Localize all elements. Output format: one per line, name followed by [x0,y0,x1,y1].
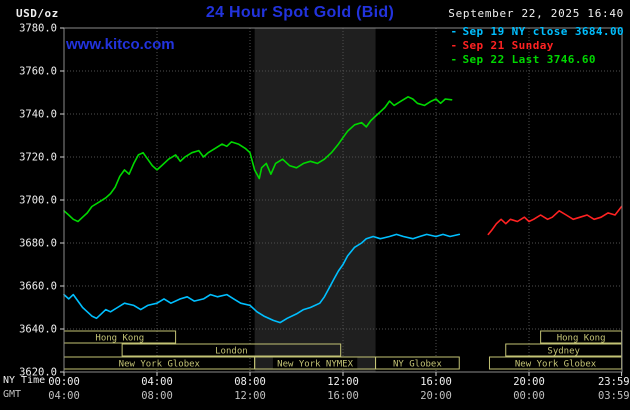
x-gmt-tick-label: 00:00 [513,390,545,402]
x-ny-tick-label: 04:00 [141,376,173,388]
session-label-backing [510,357,601,369]
series-line-sep-21-sunday [487,205,623,236]
series-line-sep-19-ny-close [63,233,461,324]
session-label-backing [552,331,610,343]
ny-time-axis-label: NY Time [3,375,46,386]
x-gmt-tick-label: 04:00 [48,390,80,402]
session-label: London [215,347,248,357]
session-label: Hong Kong [95,334,144,344]
legend-dash-marker: - [450,39,458,52]
x-ny-tick-label: 20:00 [513,376,545,388]
session-label-backing [91,331,148,343]
x-ny-tick-label: 23:59 [598,376,630,388]
legend-item: - Sep 19 NY close 3684.00 [450,25,624,39]
y-tick-label: 3660.0 [19,281,57,293]
x-ny-tick-label: 00:00 [48,376,80,388]
y-tick-label: 3640.0 [19,324,57,336]
y-tick-label: 3620.0 [19,367,57,379]
x-gmt-tick-label: 03:59 [598,390,630,402]
gmt-axis-label: GMT [3,389,22,400]
session-label: Hong Kong [557,334,606,344]
legend-item: - Sep 22 Last 3746.60 [450,53,624,67]
session-label: Sydney [547,347,580,357]
chart-title: 24 Hour Spot Gold (Bid) [205,4,395,21]
session-label: New York Globex [515,360,597,370]
legend: - Sep 19 NY close 3684.00- Sep 21 Sunday - S… [450,25,624,67]
session-label-backing [389,357,446,369]
session-label-backing [114,357,205,369]
x-gmt-tick-label: 16:00 [327,390,359,402]
session-label: New York NYMEX [277,360,353,370]
series-line-sep-22-last [63,96,453,223]
session-box [375,356,460,370]
session-label-backing [272,357,358,369]
datetime-label: September 22, 2025 16:40 [448,7,624,20]
x-gmt-tick-label: 12:00 [234,390,266,402]
y-tick-label: 3760.0 [19,66,57,78]
x-ny-tick-label: 16:00 [420,376,452,388]
session-label: NY Globex [393,360,442,370]
session-label-backing [211,344,252,356]
legend-dash-marker: - [450,25,458,38]
legend-dash-marker: - [450,53,458,66]
legend-label: Sep 19 NY close 3684.00 [462,25,624,38]
y-tick-label: 3720.0 [19,152,57,164]
session-box [121,343,342,357]
x-ny-tick-label: 12:00 [327,376,359,388]
session-label-backing [543,344,584,356]
x-ny-tick-label: 08:00 [234,376,266,388]
x-gmt-tick-label: 20:00 [420,390,452,402]
kitco-watermark-link[interactable]: www.kitco.com [66,36,175,53]
legend-item: - Sep 21 Sunday [450,39,624,53]
y-tick-label: 3780.0 [19,23,57,35]
y-tick-label: 3700.0 [19,195,57,207]
session-label: New York Globex [119,360,201,370]
price-units-label: USD/oz [16,7,59,20]
y-tick-label: 3680.0 [19,238,57,250]
legend-label: Sep 22 Last 3746.60 [462,53,596,66]
y-tick-label: 3740.0 [19,109,57,121]
legend-label: Sep 21 Sunday [462,39,554,52]
x-gmt-tick-label: 08:00 [141,390,173,402]
